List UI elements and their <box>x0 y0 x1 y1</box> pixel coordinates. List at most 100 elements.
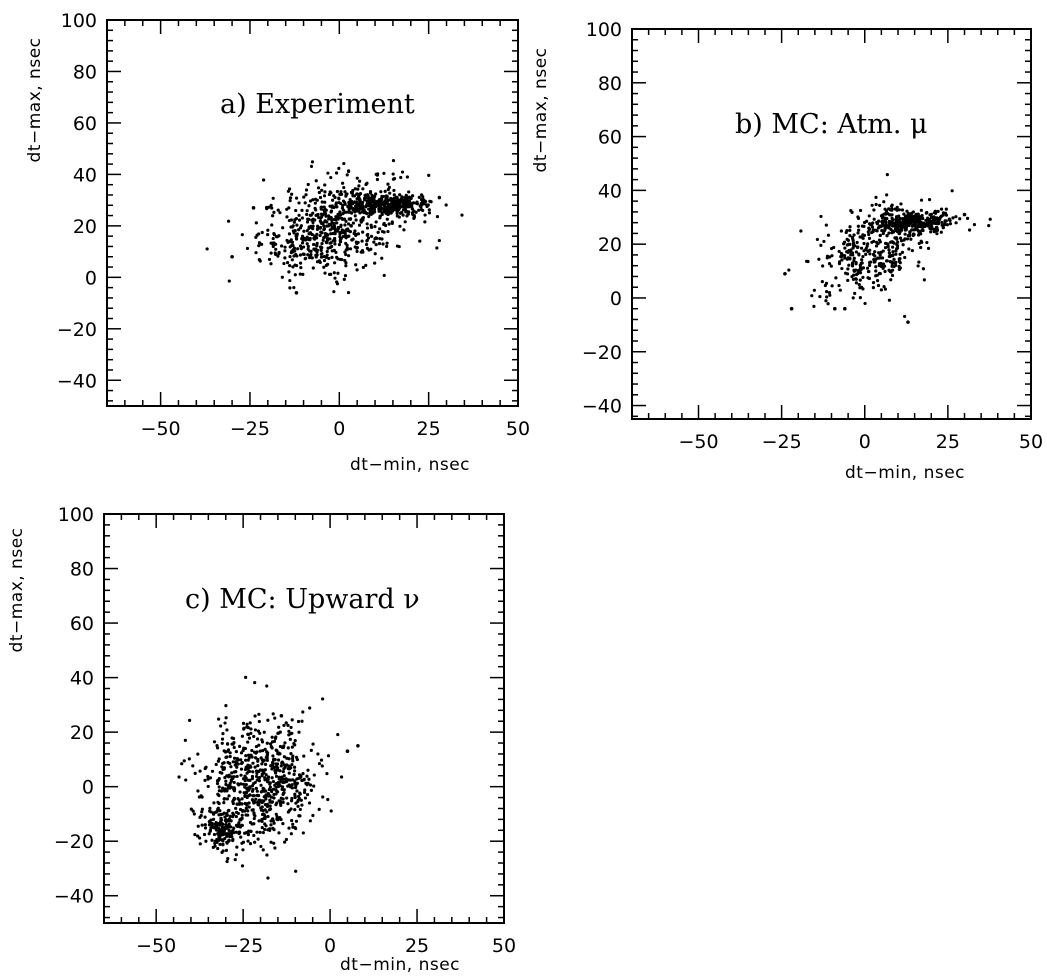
scatter-point <box>862 242 865 245</box>
scatter-point <box>307 778 310 781</box>
scatter-point <box>269 742 272 745</box>
scatter-point <box>361 251 364 254</box>
scatter-point <box>354 245 357 248</box>
scatter-point <box>903 256 906 259</box>
y-tick-label: 60 <box>70 613 94 635</box>
scatter-point <box>343 217 346 220</box>
y-axis-label: dt−max, nsec <box>7 528 27 653</box>
scatter-point <box>291 757 294 760</box>
scatter-point <box>927 247 930 250</box>
scatter-point <box>198 795 201 798</box>
scatter-point <box>253 817 256 820</box>
scatter-point <box>399 176 402 179</box>
scatter-point <box>365 243 368 246</box>
scatter-point <box>271 214 274 217</box>
scatter-point <box>852 259 855 262</box>
scatter-point <box>267 793 270 796</box>
scatter-point <box>217 822 220 825</box>
scatter-point <box>903 315 906 318</box>
scatter-point <box>270 206 273 209</box>
scatter-point <box>290 193 293 196</box>
scatter-point <box>930 213 933 216</box>
scatter-point <box>209 818 212 821</box>
scatter-point <box>315 179 318 182</box>
scatter-point <box>885 193 888 196</box>
scatter-point <box>188 757 191 760</box>
scatter-point <box>336 190 339 193</box>
scatter-point <box>838 262 841 265</box>
scatter-point <box>290 218 293 221</box>
scatter-point <box>840 229 843 232</box>
x-tick-label: −25 <box>223 935 263 957</box>
scatter-point <box>883 265 886 268</box>
scatter-point <box>899 202 902 205</box>
scatter-point <box>411 207 414 210</box>
scatter-point <box>876 221 879 224</box>
scatter-point <box>384 190 387 193</box>
scatter-point <box>393 206 396 209</box>
y-tick-label: 20 <box>598 234 622 256</box>
scatter-point <box>245 766 248 769</box>
scatter-point <box>306 220 309 223</box>
scatter-point <box>270 796 273 799</box>
scatter-point <box>928 198 931 201</box>
scatter-point <box>942 211 945 214</box>
scatter-point <box>864 253 867 256</box>
scatter-point <box>308 249 311 252</box>
scatter-point <box>249 727 252 730</box>
scatter-point <box>194 772 197 775</box>
scatter-point <box>326 798 329 801</box>
scatter-point <box>318 234 321 237</box>
scatter-point <box>288 286 291 289</box>
scatter-point <box>299 266 302 269</box>
scatter-point <box>874 269 877 272</box>
scatter-point <box>282 746 285 749</box>
scatter-point <box>435 246 438 249</box>
scatter-point <box>214 823 217 826</box>
scatter-point <box>436 215 439 218</box>
scatter-point <box>928 221 931 224</box>
scatter-point <box>198 816 201 819</box>
scatter-point <box>289 726 292 729</box>
scatter-point <box>294 209 297 212</box>
scatter-point <box>895 221 898 224</box>
scatter-point <box>854 269 857 272</box>
scatter-point <box>293 769 296 772</box>
scatter-point <box>346 749 350 753</box>
scatter-point <box>902 213 905 216</box>
scatter-point <box>428 211 431 214</box>
scatter-point <box>253 766 256 769</box>
scatter-point <box>933 211 936 214</box>
scatter-point <box>357 209 360 212</box>
scatter-point <box>418 239 421 242</box>
scatter-point <box>336 272 339 275</box>
scatter-point <box>299 244 302 247</box>
scatter-point <box>196 753 199 756</box>
scatter-point <box>867 227 870 230</box>
scatter-point <box>859 267 862 270</box>
scatter-point <box>940 221 943 224</box>
scatter-point <box>247 754 250 757</box>
scatter-point <box>398 245 401 248</box>
scatter-point <box>281 276 284 279</box>
scatter-point <box>273 822 276 825</box>
scatter-point <box>386 218 389 221</box>
scatter-point <box>282 724 285 727</box>
scatter-point <box>868 261 871 264</box>
scatter-point <box>250 749 253 752</box>
scatter-point <box>266 876 269 879</box>
scatter-point <box>787 268 790 271</box>
scatter-point <box>225 832 228 835</box>
scatter-point <box>281 793 284 796</box>
scatter-point <box>924 219 927 222</box>
scatter-point <box>901 224 904 227</box>
scatter-point <box>270 790 273 793</box>
scatter-point <box>302 831 305 834</box>
scatter-point <box>917 264 920 267</box>
scatter-point <box>307 218 310 221</box>
x-axis-label: dt−min, nsec <box>350 455 470 475</box>
scatter-point <box>219 813 222 816</box>
scatter-point <box>273 846 276 849</box>
scatter-point <box>896 206 899 209</box>
scatter-point <box>945 208 948 211</box>
